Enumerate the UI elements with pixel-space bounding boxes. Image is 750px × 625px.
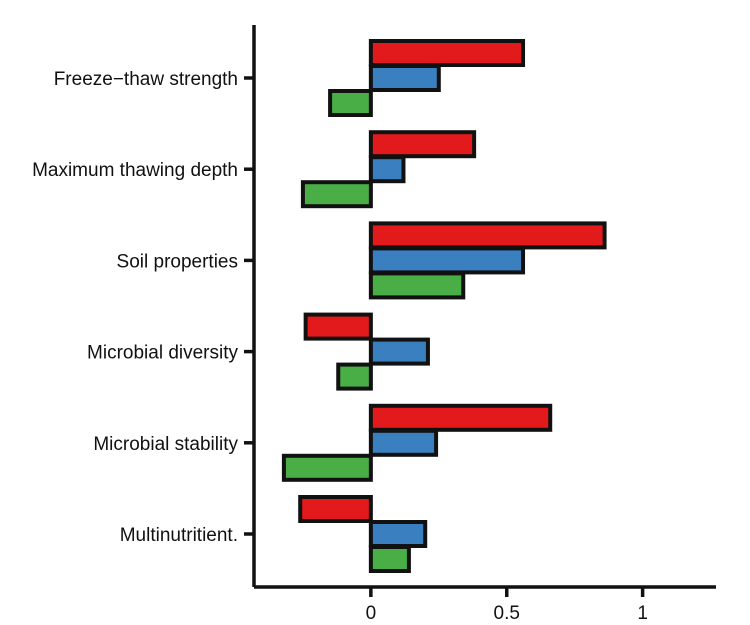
y-tick-label: Microbial stability: [93, 434, 238, 455]
bar: [368, 39, 526, 67]
bar: [368, 428, 439, 457]
bar: [303, 312, 373, 341]
x-axis-ticks: 0 0.5 1: [366, 587, 648, 624]
y-tick-label: Soil properties: [117, 251, 238, 272]
bar: [368, 64, 441, 92]
x-tick-label: 1: [637, 603, 648, 624]
y-tick-label: Freeze−thaw strength: [54, 69, 238, 90]
bars-group: [281, 39, 607, 573]
x-tick-label: 0: [366, 603, 377, 624]
bar: [368, 130, 477, 159]
bar: [298, 495, 373, 523]
bar: [368, 221, 607, 250]
bar: [368, 403, 553, 432]
y-tick-label: Multinutritient.: [120, 525, 238, 546]
y-tick-label: Maximum thawing depth: [32, 160, 238, 181]
bar: [281, 453, 373, 482]
bar: [336, 362, 373, 391]
bar: [300, 180, 373, 209]
bar: [368, 337, 430, 366]
bar: [368, 271, 466, 300]
y-axis-ticks: Freeze−thaw strength Maximum thawing dept…: [32, 69, 254, 546]
bar: [368, 246, 526, 275]
bar: [368, 155, 406, 184]
x-tick-label: 0.5: [494, 603, 520, 624]
bar: [368, 545, 411, 573]
bar: [328, 89, 373, 117]
bar: [368, 520, 428, 548]
y-tick-label: Microbial diversity: [87, 343, 238, 364]
